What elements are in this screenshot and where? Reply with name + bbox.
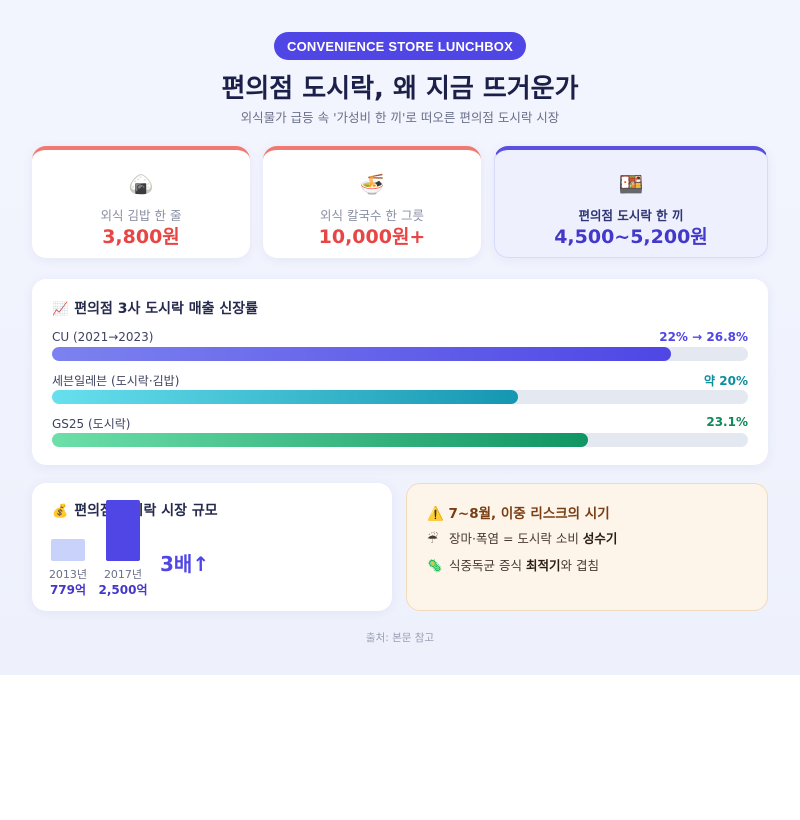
bar-value-gs25: 23.1%: [706, 415, 748, 429]
bento-box-icon: 🍱: [618, 172, 644, 196]
risk-item-bacteria: 🦠 식중독균 증식 최적기와 겹침: [427, 558, 599, 573]
warning-icon: ⚠️: [427, 506, 444, 522]
growth-multiple: 3배↑: [160, 552, 210, 576]
market-column-2017: [106, 500, 140, 561]
bar-label-7eleven: 세븐일레븐 (도시락·김밥): [52, 374, 180, 388]
sales-growth-title: 📈 편의점 3사 도시락 매출 신장률: [52, 301, 258, 317]
bar-label-gs25: GS25 (도시락): [52, 417, 131, 431]
bar-value-7eleven: 약 20%: [704, 374, 748, 388]
price-card-lunchbox: 🍱 편의점 도시락 한 끼 4,500~5,200원: [494, 146, 768, 258]
market-column-2013: [51, 539, 85, 561]
sales-growth-card: 📈 편의점 3사 도시락 매출 신장률 CU (2021→2023) 22% → …: [32, 279, 768, 465]
price-card-label: 외식 김밥 한 줄: [100, 208, 182, 223]
bar-fill-cu: [52, 347, 672, 361]
price-card-value: 10,000원+: [318, 226, 426, 248]
page-title: 편의점 도시락, 왜 지금 뜨거운가: [221, 74, 579, 104]
microbe-icon: 🦠: [427, 558, 443, 573]
market-value-2013: 779억: [49, 583, 87, 597]
umbrella-icon: ☔: [427, 531, 439, 546]
money-bag-icon: 💰: [52, 504, 69, 519]
bar-track-gs25: [52, 433, 748, 447]
bar-track-cu: [52, 347, 748, 361]
market-year-2017: 2017년: [103, 568, 143, 581]
bar-track-7eleven: [52, 390, 748, 404]
risk-item-season: ☔ 장마·폭염 = 도시락 소비 성수기: [427, 531, 618, 546]
source-note: 출처: 본문 참고: [365, 632, 435, 644]
category-badge: CONVENIENCE STORE LUNCHBOX: [274, 32, 526, 60]
page-subtitle: 외식물가 급등 속 '가성비 한 끼'로 떠오른 편의점 도시락 시장: [240, 110, 560, 125]
market-value-2017: 2,500억: [98, 583, 148, 597]
price-card-label: 외식 칼국수 한 그릇: [320, 208, 424, 223]
price-card-value: 3,800원: [102, 226, 180, 248]
risk-card: ⚠️ 7~8월, 이중 리스크의 시기 ☔ 장마·폭염 = 도시락 소비 성수기 …: [406, 483, 768, 611]
bar-value-cu: 22% → 26.8%: [659, 330, 748, 344]
bar-label-cu: CU (2021→2023): [52, 330, 154, 344]
price-card-label: 편의점 도시락 한 끼: [578, 208, 684, 223]
noodle-bowl-icon: 🍜: [359, 172, 385, 196]
rice-ball-icon: 🍙: [128, 172, 154, 196]
bar-fill-7eleven: [52, 390, 519, 404]
chart-up-icon: 📈: [52, 302, 69, 317]
price-card-value: 4,500~5,200원: [554, 226, 708, 248]
price-card-kimbap: 🍙 외식 김밥 한 줄 3,800원: [32, 146, 250, 258]
price-card-kalguksu: 🍜 외식 칼국수 한 그릇 10,000원+: [263, 146, 481, 258]
market-year-2013: 2013년: [48, 568, 88, 581]
risk-title: ⚠️ 7~8월, 이중 리스크의 시기: [427, 506, 610, 522]
bar-fill-gs25: [52, 433, 588, 447]
